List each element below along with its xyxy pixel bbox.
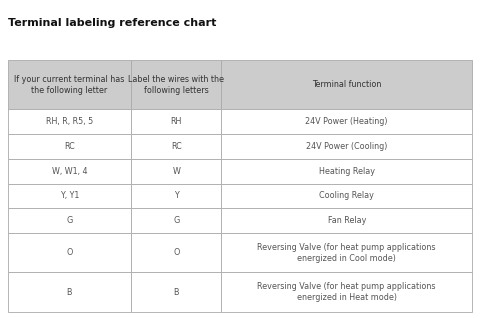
Bar <box>8 233 131 273</box>
Text: Y, Y1: Y, Y1 <box>60 191 79 200</box>
Bar <box>131 109 221 134</box>
Bar <box>8 273 131 312</box>
Bar <box>8 109 131 134</box>
Text: Heating Relay: Heating Relay <box>319 167 375 176</box>
Text: G: G <box>173 216 180 225</box>
Text: Reversing Valve (for heat pump applications
energized in Cool mode): Reversing Valve (for heat pump applicati… <box>257 243 436 263</box>
Text: RH, R, R5, 5: RH, R, R5, 5 <box>46 117 93 126</box>
Text: B: B <box>173 288 179 297</box>
Text: B: B <box>67 288 72 297</box>
Bar <box>221 208 472 233</box>
Bar <box>8 208 131 233</box>
Bar <box>221 60 472 109</box>
Bar <box>221 273 472 312</box>
Text: Reversing Valve (for heat pump applications
energized in Heat mode): Reversing Valve (for heat pump applicati… <box>257 282 436 302</box>
Bar <box>221 233 472 273</box>
Text: RH: RH <box>170 117 182 126</box>
Text: Y: Y <box>174 191 179 200</box>
Bar <box>131 233 221 273</box>
Bar <box>8 60 131 109</box>
Text: W, W1, 4: W, W1, 4 <box>52 167 87 176</box>
Text: Terminal function: Terminal function <box>312 80 382 89</box>
Bar <box>221 183 472 208</box>
Bar <box>221 109 472 134</box>
Text: RC: RC <box>171 142 181 151</box>
Bar <box>131 134 221 159</box>
Text: G: G <box>66 216 72 225</box>
Bar <box>131 208 221 233</box>
Bar <box>8 183 131 208</box>
Bar <box>8 134 131 159</box>
Text: RC: RC <box>64 142 75 151</box>
Text: 24V Power (Cooling): 24V Power (Cooling) <box>306 142 387 151</box>
Text: Terminal labeling reference chart: Terminal labeling reference chart <box>8 18 216 28</box>
Text: Label the wires with the
following letters: Label the wires with the following lette… <box>128 75 224 95</box>
Text: If your current terminal has
the following letter: If your current terminal has the followi… <box>14 75 125 95</box>
Bar <box>131 159 221 183</box>
Text: O: O <box>66 248 72 257</box>
Text: Cooling Relay: Cooling Relay <box>319 191 374 200</box>
Bar <box>131 273 221 312</box>
Text: W: W <box>172 167 180 176</box>
Text: 24V Power (Heating): 24V Power (Heating) <box>305 117 388 126</box>
Bar <box>131 183 221 208</box>
Bar <box>221 159 472 183</box>
Bar <box>8 159 131 183</box>
Bar <box>131 60 221 109</box>
Text: O: O <box>173 248 180 257</box>
Text: Fan Relay: Fan Relay <box>327 216 366 225</box>
Bar <box>221 134 472 159</box>
